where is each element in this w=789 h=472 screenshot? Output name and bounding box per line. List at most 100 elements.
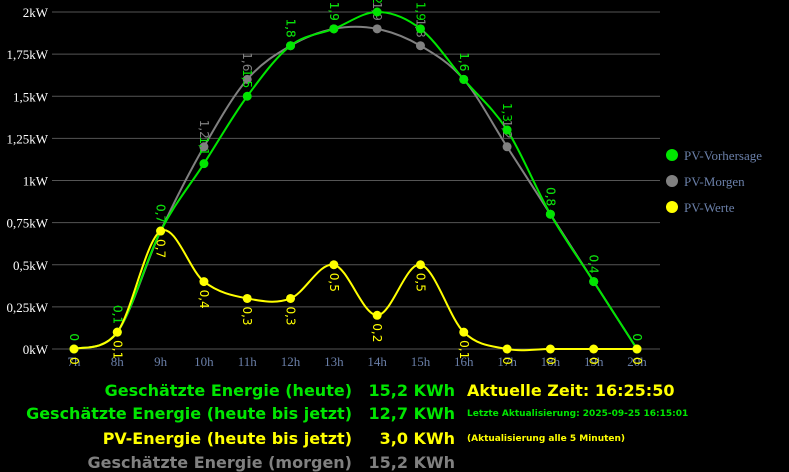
value-label: 0,5 bbox=[413, 273, 427, 292]
x-tick-label: 7h bbox=[68, 354, 82, 369]
x-tick-label: 14h bbox=[367, 354, 387, 369]
value-label: 0 bbox=[630, 357, 644, 365]
value-label: 0,4 bbox=[587, 255, 601, 274]
data-point bbox=[329, 260, 339, 270]
summary-note: (Aktualisierung alle 5 Minuten) bbox=[467, 434, 625, 444]
summary-value: 15,2 KWh bbox=[369, 381, 455, 400]
x-tick-label: 9h bbox=[154, 354, 168, 369]
value-label: 0 bbox=[67, 333, 81, 341]
value-label: 0,1 bbox=[110, 305, 124, 324]
x-tick-label: 12h bbox=[281, 354, 301, 369]
data-point bbox=[242, 91, 252, 101]
x-tick-label: 10h bbox=[194, 354, 214, 369]
data-point bbox=[242, 293, 252, 303]
value-label: 2 bbox=[370, 0, 384, 4]
y-tick-label: 0kW bbox=[23, 342, 49, 357]
legend-marker bbox=[666, 149, 678, 161]
value-label: 1,9 bbox=[327, 2, 341, 21]
legend-marker bbox=[666, 175, 678, 187]
y-tick-label: 0,5kW bbox=[13, 258, 49, 273]
data-point bbox=[242, 74, 252, 84]
value-label: 0,1 bbox=[457, 340, 471, 359]
value-label: 0 bbox=[630, 333, 644, 341]
value-label: 0,1 bbox=[110, 340, 124, 359]
data-point bbox=[545, 209, 555, 219]
value-label: 0 bbox=[500, 357, 514, 365]
summary-value: 3,0 KWh bbox=[380, 429, 455, 448]
value-label: 1,9 bbox=[413, 2, 427, 21]
data-point bbox=[415, 41, 425, 51]
value-label: 0,8 bbox=[543, 187, 557, 206]
value-label: 1,3 bbox=[500, 103, 514, 122]
data-point bbox=[589, 344, 599, 354]
value-label: 0,7 bbox=[154, 204, 168, 223]
data-point bbox=[156, 226, 166, 236]
data-point bbox=[199, 159, 209, 169]
value-label: 0 bbox=[67, 357, 81, 365]
x-tick-label: 11h bbox=[238, 354, 258, 369]
data-point bbox=[199, 277, 209, 287]
value-label: 0,7 bbox=[154, 204, 168, 223]
data-point bbox=[286, 293, 296, 303]
data-point bbox=[69, 344, 79, 354]
value-label: 1,6 bbox=[240, 52, 254, 71]
value-label: 0,8 bbox=[543, 187, 557, 206]
value-label: 1,6 bbox=[457, 52, 471, 71]
summary-label: Geschätzte Energie (heute) bbox=[105, 381, 352, 400]
legend-marker bbox=[666, 201, 678, 213]
value-label: 0,2 bbox=[370, 323, 384, 342]
legend-label: PV-Werte bbox=[684, 200, 735, 215]
value-label: 0,4 bbox=[197, 290, 211, 309]
value-label: 1,9 bbox=[327, 2, 341, 21]
x-tick-label: 18h bbox=[541, 354, 561, 369]
value-label: 0,4 bbox=[587, 255, 601, 274]
data-point bbox=[286, 41, 296, 51]
data-point bbox=[372, 310, 382, 320]
value-label: 0 bbox=[630, 333, 644, 341]
y-tick-label: 1,75kW bbox=[6, 47, 48, 62]
value-label: 0,5 bbox=[327, 273, 341, 292]
x-tick-label: 20h bbox=[627, 354, 647, 369]
data-point bbox=[459, 74, 469, 84]
data-point bbox=[545, 344, 555, 354]
value-label: 0,3 bbox=[284, 306, 298, 325]
value-label: 1,8 bbox=[284, 19, 298, 38]
data-point bbox=[502, 125, 512, 135]
value-label: 1,5 bbox=[240, 69, 254, 88]
value-label: 1,2 bbox=[197, 120, 211, 139]
value-label: 1,6 bbox=[457, 52, 471, 71]
x-tick-label: 8h bbox=[111, 354, 125, 369]
legend-label: PV-Morgen bbox=[684, 174, 745, 189]
y-tick-label: 2kW bbox=[23, 5, 49, 20]
value-label: 0,3 bbox=[240, 306, 254, 325]
summary-label: Geschätzte Energie (heute bis jetzt) bbox=[26, 404, 352, 423]
value-label: 0 bbox=[67, 333, 81, 341]
summary-value: 12,7 KWh bbox=[369, 404, 455, 423]
data-point bbox=[632, 344, 642, 354]
data-point bbox=[372, 24, 382, 34]
data-point bbox=[502, 344, 512, 354]
data-point bbox=[502, 142, 512, 152]
y-tick-label: 1,5kW bbox=[13, 89, 49, 104]
y-tick-label: 1kW bbox=[23, 174, 49, 189]
value-label: 1,1 bbox=[197, 137, 211, 156]
legend-label: PV-Vorhersage bbox=[684, 148, 762, 163]
y-tick-label: 0,25kW bbox=[6, 300, 48, 315]
data-point bbox=[112, 327, 122, 337]
value-label: 0,7 bbox=[154, 239, 168, 258]
x-tick-label: 19h bbox=[584, 354, 604, 369]
summary-note: Letzte Aktualisierung: 2025-09-25 16:15:… bbox=[467, 409, 688, 419]
value-label: 0 bbox=[543, 357, 557, 365]
summary-note: Aktuelle Zeit: 16:25:50 bbox=[467, 381, 674, 400]
y-tick-label: 1,25kW bbox=[6, 131, 48, 146]
summary-value: 15,2 KWh bbox=[369, 453, 455, 472]
data-point bbox=[459, 327, 469, 337]
value-label: 0 bbox=[587, 357, 601, 365]
data-point bbox=[329, 24, 339, 34]
data-point bbox=[199, 142, 209, 152]
value-label: 1,8 bbox=[284, 19, 298, 38]
data-point bbox=[589, 277, 599, 287]
data-point bbox=[415, 24, 425, 34]
